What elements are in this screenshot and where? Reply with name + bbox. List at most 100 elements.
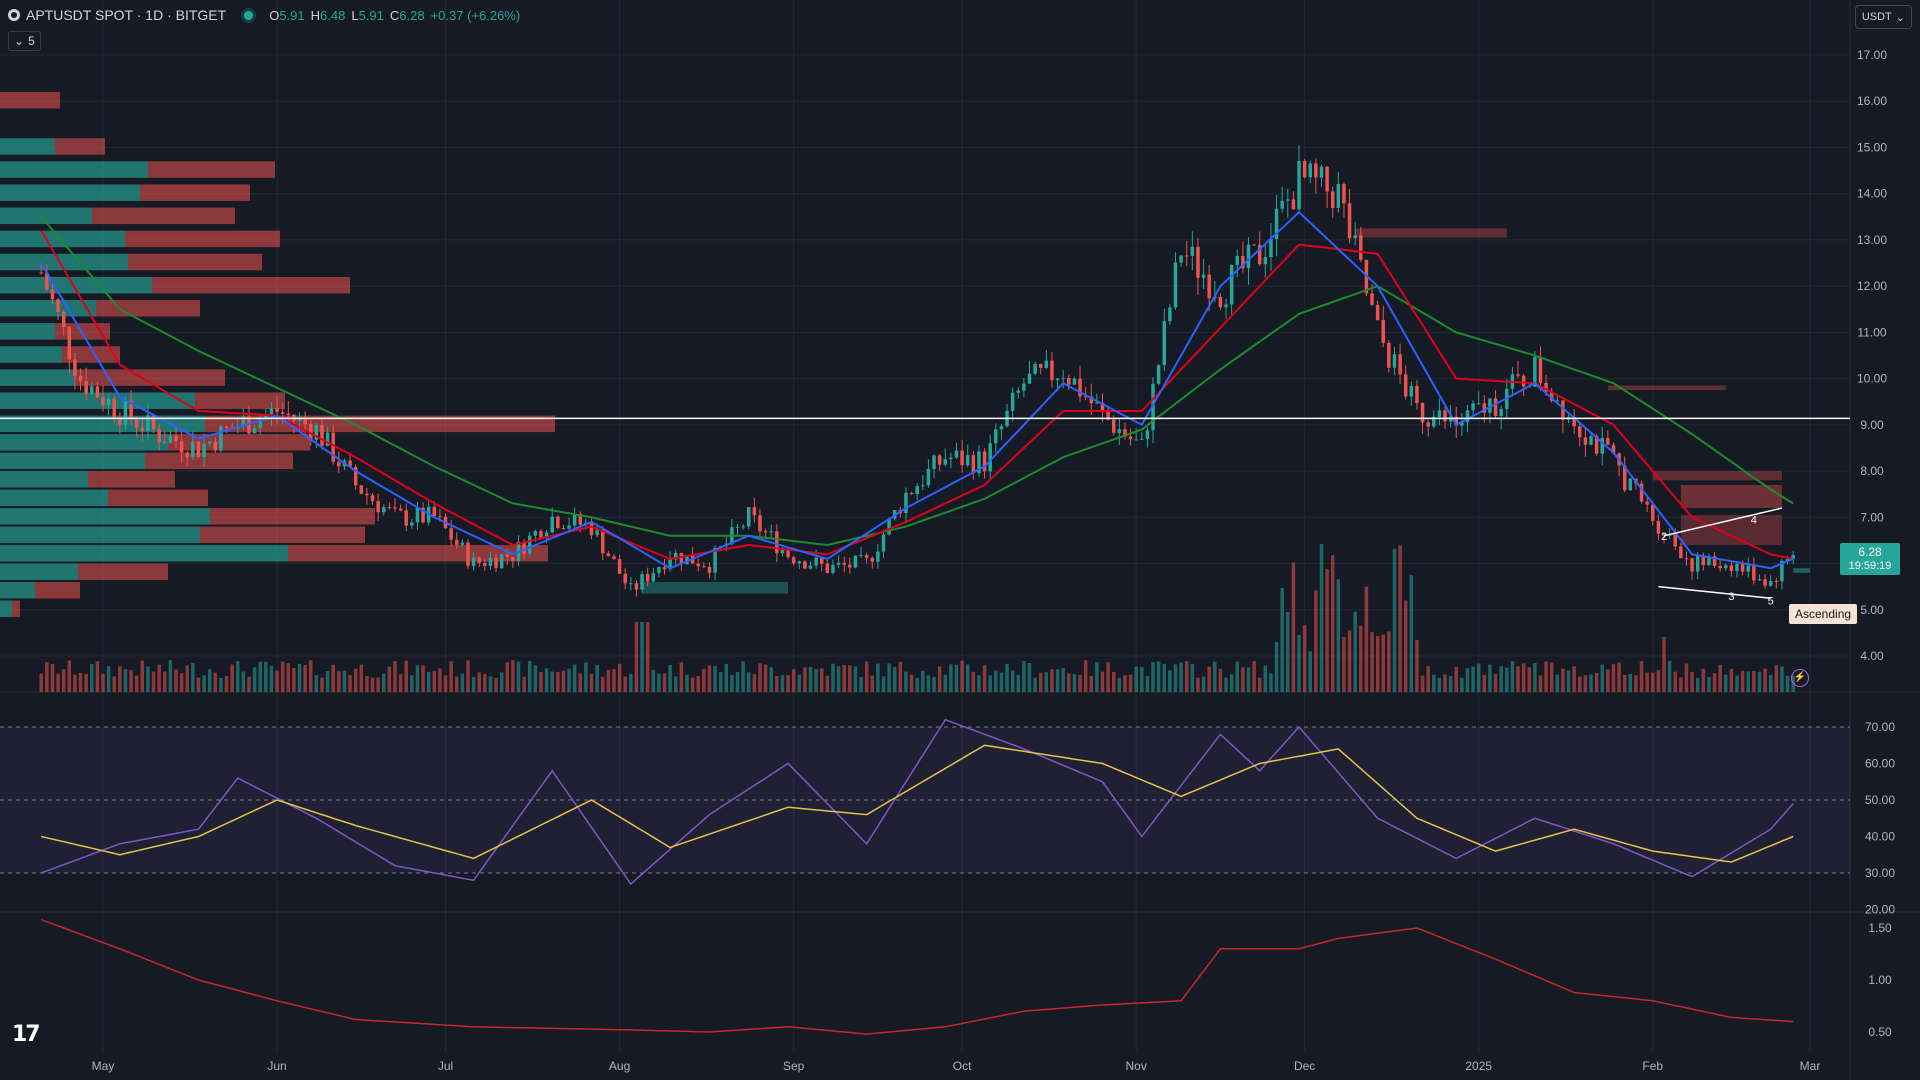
volume-bar [848,665,852,692]
zone-box [1355,228,1507,238]
volume-bar [539,672,543,692]
volume-bar [1516,666,1520,692]
volume-bar [690,677,695,692]
volume-bar [887,663,891,692]
volume-bar [207,669,212,692]
candle-body [971,455,976,474]
volume-bar [522,676,526,692]
volume-bar [1774,665,1779,692]
candle-body [1067,377,1071,385]
candle-body [56,299,60,313]
profile-bar-up [0,489,108,507]
currency-button[interactable]: USDT ⌄ [1854,5,1912,29]
candle-body [1286,199,1290,201]
candle-body [1246,244,1251,269]
volume-bar [1241,667,1245,692]
volume-bar [803,667,807,692]
price-tick-label: 14.00 [1857,187,1887,201]
candle-body [977,451,981,474]
volume-bar [1106,662,1110,692]
volume-bar [1673,671,1677,692]
candle-body [696,563,700,567]
candle-body [932,455,936,470]
volume-bar [1257,677,1262,692]
profile-bar-down [62,346,120,363]
candle-body [960,450,964,466]
volume-bar [1089,675,1094,692]
volume-bar [303,665,307,692]
wedge-upper-line [1663,507,1783,537]
candle-body [280,412,285,414]
volume-bar [1712,673,1717,692]
volume-bar [1162,663,1167,692]
volume-bar [90,664,94,692]
candle-body [1235,255,1239,266]
date-tick-label: Oct [953,1059,972,1073]
candle-body [876,551,880,562]
symbol-title[interactable]: APTUSDT SPOT · 1D · BITGET [26,7,227,23]
volume-bar [1622,674,1627,692]
volatility-pane [40,918,1794,1035]
candle-body [1622,465,1627,491]
candle-body [471,557,476,566]
volume-bar [1010,670,1015,692]
volume-bar [1100,671,1105,692]
candle-body [202,443,206,458]
candle-body [84,381,88,394]
candle-body [887,518,891,535]
price-tick-label: 5.00 [1860,603,1884,617]
volume-bar [1330,555,1335,692]
volume-bar [1780,666,1784,692]
volume-bar [1078,674,1082,692]
rsi-tick-label: 30.00 [1865,866,1895,880]
volume-bar [1398,545,1402,692]
volume-bar [1364,586,1369,692]
volume-bar [943,674,948,692]
candle-body [387,507,392,509]
indicators-toggle-button[interactable]: ⌄ 5 [8,31,41,51]
volume-bar [859,676,863,692]
candle-body [988,443,992,472]
candle-body [1117,429,1122,433]
volume-bar [280,661,285,692]
wave-label: 4 [1751,515,1757,527]
ema-slow-line [40,216,1794,547]
volume-bar [1038,672,1043,692]
volume-bar [146,666,150,692]
candle-body [112,398,116,418]
volume-bar [1342,637,1346,692]
candle-body [1359,235,1363,260]
profile-bar-up [0,526,200,544]
volume-bar [1426,666,1430,692]
volume-bar [1752,671,1756,692]
candle-body [735,526,740,528]
volume-bar [1128,674,1133,692]
candle-body [241,416,246,427]
candle-body [578,513,583,525]
candle-body [1308,163,1312,178]
zone-box [1652,471,1782,481]
lightning-icon[interactable]: ⚡ [1791,669,1809,687]
candle-body [1409,385,1414,397]
candle-body [134,419,139,428]
volume-bar [1336,579,1341,692]
volume-bar [1207,666,1211,692]
last-price-tag: 6.28 19:59:19 [1840,543,1900,575]
volume-bar [1140,667,1144,692]
pattern-label[interactable]: Ascending [1789,604,1858,624]
candle-body [123,400,128,425]
volume-bar [269,665,274,692]
profile-bar-up [0,563,78,581]
volume-bar [1353,611,1357,692]
wave-pattern[interactable]: 2 3 4 5 [1658,507,1783,608]
volume-bar [499,672,504,692]
moving-averages [40,210,1794,570]
candle-body [1072,378,1077,385]
price-tick-label: 16.00 [1857,94,1887,108]
candle-body [617,559,622,574]
tradingview-logo-icon[interactable]: 17 [12,1022,41,1047]
volume-bar [612,669,616,692]
volume-bar [898,661,903,692]
volume-bar [331,664,335,692]
